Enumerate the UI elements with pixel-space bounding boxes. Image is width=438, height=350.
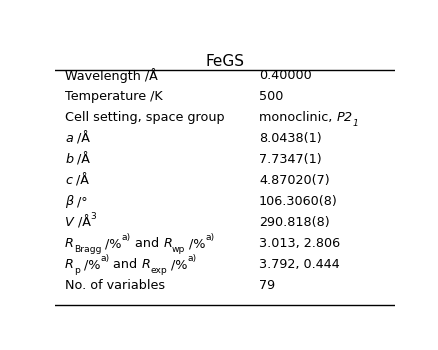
Text: 3: 3 xyxy=(91,212,96,222)
Text: 7.7347(1): 7.7347(1) xyxy=(258,153,321,166)
Text: 79: 79 xyxy=(258,279,275,292)
Text: /Å: /Å xyxy=(73,153,90,167)
Text: 290.818(8): 290.818(8) xyxy=(258,216,329,229)
Text: R: R xyxy=(141,258,150,271)
Text: R: R xyxy=(65,258,74,271)
Text: P: P xyxy=(336,111,343,124)
Text: 106.3060(8): 106.3060(8) xyxy=(258,195,337,208)
Text: wp: wp xyxy=(172,245,185,254)
Text: a): a) xyxy=(122,233,131,243)
Text: b: b xyxy=(65,153,73,166)
Text: 500: 500 xyxy=(258,90,283,103)
Text: a: a xyxy=(65,132,73,145)
Text: exp: exp xyxy=(150,266,167,275)
Text: V: V xyxy=(65,216,74,229)
Text: c: c xyxy=(65,174,72,187)
Text: a): a) xyxy=(100,254,109,264)
Text: β: β xyxy=(65,195,73,208)
Text: R: R xyxy=(65,237,74,250)
Text: Bragg: Bragg xyxy=(74,245,101,254)
Text: /°: /° xyxy=(73,195,88,208)
Text: 8.0438(1): 8.0438(1) xyxy=(258,132,321,145)
Text: 3.792, 0.444: 3.792, 0.444 xyxy=(258,258,339,271)
Text: 1: 1 xyxy=(351,119,357,128)
Text: /%: /% xyxy=(167,258,187,271)
Text: No. of variables: No. of variables xyxy=(65,279,165,292)
Text: and: and xyxy=(109,258,141,271)
Text: 2: 2 xyxy=(343,111,351,124)
Text: 3.013, 2.806: 3.013, 2.806 xyxy=(258,237,339,250)
Text: /%: /% xyxy=(101,237,122,250)
Text: FeGS: FeGS xyxy=(205,54,244,69)
Text: Cell setting, space group: Cell setting, space group xyxy=(65,111,224,124)
Text: a): a) xyxy=(205,233,215,243)
Text: /%: /% xyxy=(80,258,100,271)
Text: Temperature /K: Temperature /K xyxy=(65,90,162,103)
Text: /Å: /Å xyxy=(72,174,89,188)
Text: Wavelength /Å: Wavelength /Å xyxy=(65,68,158,83)
Text: monoclinic,: monoclinic, xyxy=(258,111,336,124)
Text: p: p xyxy=(74,266,80,275)
Text: a): a) xyxy=(187,254,196,264)
Text: 0.40000: 0.40000 xyxy=(258,69,311,82)
Text: /Å: /Å xyxy=(73,132,90,146)
Text: /Å: /Å xyxy=(74,216,91,230)
Text: and: and xyxy=(131,237,163,250)
Text: R: R xyxy=(163,237,172,250)
Text: /%: /% xyxy=(185,237,205,250)
Text: 4.87020(7): 4.87020(7) xyxy=(258,174,329,187)
